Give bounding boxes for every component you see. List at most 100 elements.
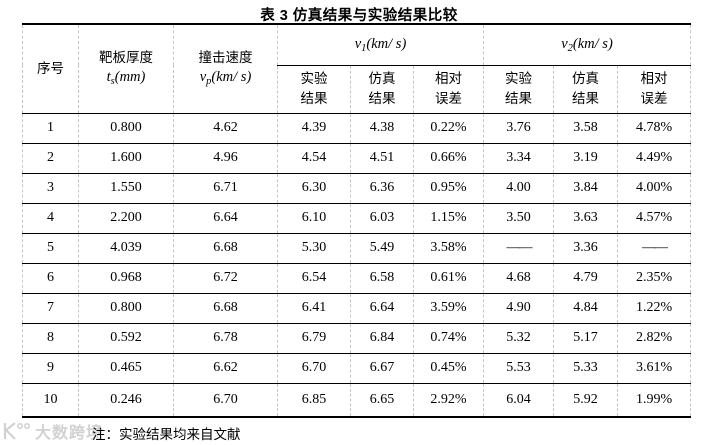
col-header-v1-exp: 实验 结果 [277, 65, 351, 114]
cell-v1-exp: 4.54 [277, 143, 351, 174]
cell-v1-sim: 6.03 [350, 203, 414, 234]
cell-impact-velocity: 6.68 [173, 233, 278, 264]
col-header-v1-err: 相对 误差 [412, 65, 484, 114]
cell-v2-exp: 3.76 [483, 113, 554, 144]
cell-index: 7 [22, 293, 79, 324]
cell-impact-velocity: 6.68 [173, 293, 278, 324]
table-row: 5 4.039 6.68 5.30 5.49 3.58% —— 3.36 —— [22, 233, 692, 264]
cell-v1-err: 2.92% [412, 383, 484, 418]
cell-v1-err: 1.15% [412, 203, 484, 234]
cell-index: 6 [22, 263, 79, 294]
cell-index: 1 [22, 113, 79, 144]
cell-v2-sim: 4.84 [553, 293, 618, 324]
cell-index: 10 [22, 383, 79, 418]
table-row: 8 0.592 6.78 6.79 6.84 0.74% 5.32 5.17 2.82% [22, 323, 692, 354]
cell-v2-err: 1.22% [617, 293, 692, 324]
cell-target-thickness: 0.592 [78, 323, 174, 354]
cell-target-thickness: 2.200 [78, 203, 174, 234]
cell-target-thickness: 1.600 [78, 143, 174, 174]
cell-impact-velocity: 6.78 [173, 323, 278, 354]
cell-v1-exp: 5.30 [277, 233, 351, 264]
cell-index: 3 [22, 173, 79, 204]
cell-v2-sim: 3.63 [553, 203, 618, 234]
cell-v2-sim: 5.17 [553, 323, 618, 354]
thickness-symbol: ts(mm) [106, 69, 146, 88]
v1-symbol: v1(km/ s) [354, 35, 407, 54]
cell-v2-exp: 3.50 [483, 203, 554, 234]
note-band: 大数跨境 注：实验结果均来自文献 [0, 418, 718, 445]
col-group-v1: v1(km/ s) [276, 24, 484, 66]
cell-target-thickness: 0.465 [78, 353, 174, 384]
cell-impact-velocity: 4.96 [173, 143, 278, 174]
col-header-v2-err: 相对 误差 [617, 65, 692, 114]
col-header-v2-sim: 仿真 结果 [553, 65, 618, 114]
col-header-v1-sim: 仿真 结果 [350, 65, 414, 114]
cell-v2-err: 4.00% [617, 173, 692, 204]
cell-target-thickness: 0.800 [78, 113, 174, 144]
cell-v1-exp: 6.54 [277, 263, 351, 294]
cell-v1-err: 0.74% [412, 323, 484, 354]
cell-v1-exp: 6.30 [277, 173, 351, 204]
cell-v2-exp: 4.00 [483, 173, 554, 204]
cell-v2-exp: 6.04 [483, 383, 554, 418]
cell-v2-err: 3.61% [617, 353, 692, 384]
cell-v2-sim: 5.33 [553, 353, 618, 384]
cell-v2-sim: 3.36 [553, 233, 618, 264]
impact-velocity-label: 撞击速度 [198, 49, 253, 65]
cell-v2-err: 4.78% [617, 113, 692, 144]
cell-index: 9 [22, 353, 79, 384]
cell-v2-err: —— [617, 233, 692, 264]
cell-target-thickness: 0.968 [78, 263, 174, 294]
cell-v2-exp: —— [483, 233, 554, 264]
cell-v2-exp: 3.34 [483, 143, 554, 174]
cell-impact-velocity: 4.62 [173, 113, 278, 144]
cell-v1-exp: 6.85 [277, 383, 351, 418]
cell-index: 2 [22, 143, 79, 174]
cell-v2-sim: 3.19 [553, 143, 618, 174]
cell-v1-sim: 6.84 [350, 323, 414, 354]
cell-v2-exp: 4.90 [483, 293, 554, 324]
table-row: 6 0.968 6.72 6.54 6.58 0.61% 4.68 4.79 2.35% [22, 263, 692, 294]
cell-v1-sim: 5.49 [350, 233, 414, 264]
table-row: 3 1.550 6.71 6.30 6.36 0.95% 4.00 3.84 4.00% [22, 173, 692, 204]
cell-v1-sim: 4.51 [350, 143, 414, 174]
cell-v1-sim: 6.64 [350, 293, 414, 324]
cell-v2-err: 4.49% [617, 143, 692, 174]
table-note: 注：实验结果均来自文献 [92, 427, 241, 442]
table-title: 表 3 仿真结果与实验结果比较 [260, 8, 458, 24]
table-row: 2 1.600 4.96 4.54 4.51 0.66% 3.34 3.19 4.49% [22, 143, 692, 174]
cell-v1-sim: 6.58 [350, 263, 414, 294]
header-sub-row: 实验 结果 仿真 结果 相对 误差 实验 结果 仿真 结果 相对 误差 [23, 65, 692, 114]
col-header-v2-exp: 实验 结果 [483, 65, 554, 114]
cell-v1-sim: 6.67 [350, 353, 414, 384]
thickness-label: 靶板厚度 [99, 49, 153, 65]
cell-v1-exp: 6.70 [277, 353, 351, 384]
cell-target-thickness: 0.246 [78, 383, 174, 418]
cell-impact-velocity: 6.62 [173, 353, 278, 384]
cell-impact-velocity: 6.70 [173, 383, 278, 418]
cell-v1-exp: 4.39 [277, 113, 351, 144]
cell-v1-err: 3.59% [412, 293, 484, 324]
cell-index: 4 [22, 203, 79, 234]
table-row: 7 0.800 6.68 6.41 6.64 3.59% 4.90 4.84 1.22% [22, 293, 692, 324]
table-row: 1 0.800 4.62 4.39 4.38 0.22% 3.76 3.58 4.78% [22, 113, 692, 144]
index-label: 序号 [37, 60, 64, 76]
header-group-row: 序号 靶板厚度 ts(mm) 撞击速度 vp(km/ s) v1(km/ s) … [22, 24, 692, 114]
cell-v2-sim: 4.79 [553, 263, 618, 294]
cell-v2-sim: 3.84 [553, 173, 618, 204]
cell-v1-err: 3.58% [412, 233, 484, 264]
table-row: 9 0.465 6.62 6.70 6.67 0.45% 5.53 5.33 3.61% [22, 353, 692, 384]
cell-v1-err: 0.95% [412, 173, 484, 204]
cell-v1-sim: 6.65 [350, 383, 414, 418]
watermark-logo-icon [3, 422, 30, 440]
cell-v2-err: 1.99% [617, 383, 692, 418]
col-group-v2: v2(km/ s) [483, 24, 692, 66]
cell-target-thickness: 0.800 [78, 293, 174, 324]
cell-impact-velocity: 6.71 [173, 173, 278, 204]
col-header-impact-velocity: 撞击速度 vp(km/ s) [173, 24, 278, 114]
cell-v1-exp: 6.41 [277, 293, 351, 324]
cell-v1-err: 0.45% [412, 353, 484, 384]
table-row: 4 2.200 6.64 6.10 6.03 1.15% 3.50 3.63 4.57% [22, 203, 692, 234]
cell-v2-exp: 5.53 [483, 353, 554, 384]
cell-v2-err: 2.82% [617, 323, 692, 354]
